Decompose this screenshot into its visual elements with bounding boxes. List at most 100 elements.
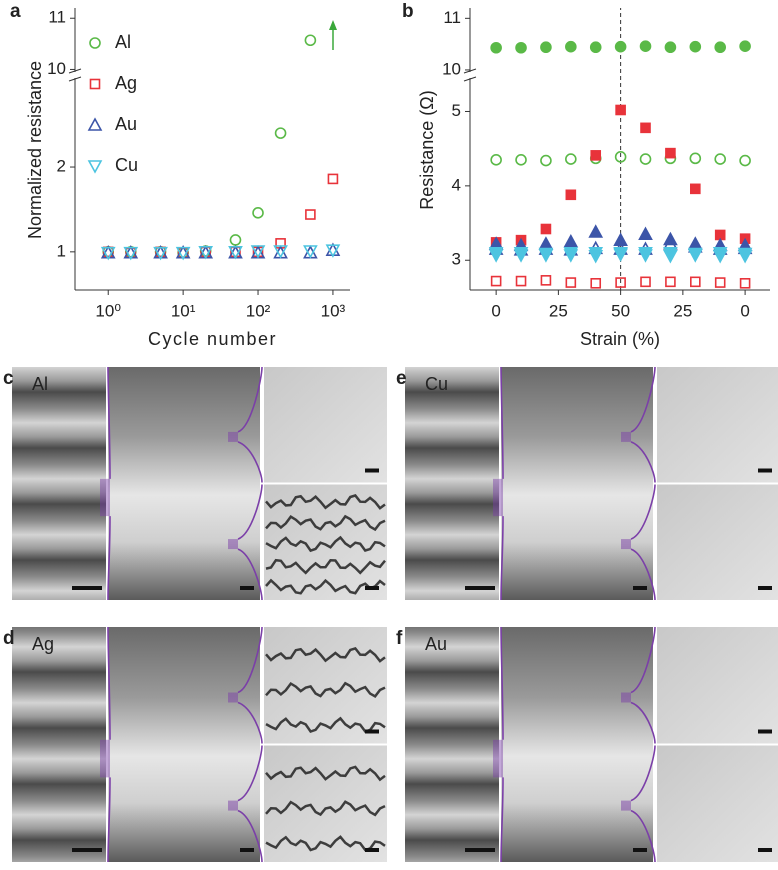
y-tick-label: 10 — [47, 59, 66, 78]
zoom-region — [228, 800, 238, 811]
y-tick-label: 11 — [443, 8, 461, 27]
zoom-curve — [107, 366, 111, 601]
marker — [665, 276, 676, 288]
image-high-mag — [657, 367, 778, 483]
zoom-region — [621, 692, 631, 703]
marker — [613, 248, 628, 262]
y-tick-label: 10 — [442, 59, 461, 78]
marker — [563, 249, 579, 263]
scale-bar — [365, 848, 379, 852]
legend-label: Ag — [115, 73, 137, 93]
marker — [273, 245, 288, 259]
image-high-mag — [657, 745, 778, 862]
image-low-mag — [12, 367, 106, 600]
scale-bar — [72, 848, 102, 852]
image-high-mag — [657, 627, 778, 744]
marker — [714, 41, 727, 54]
marker — [664, 41, 677, 54]
image-low-mag — [405, 367, 499, 600]
panel-letter: b — [402, 1, 414, 22]
scale-bar — [633, 586, 647, 590]
zoom-curve — [237, 366, 263, 483]
marker — [303, 245, 318, 259]
marker — [540, 41, 552, 54]
crack — [265, 514, 386, 532]
zoom-curve — [237, 626, 263, 744]
marker — [540, 275, 552, 286]
marker — [490, 41, 502, 54]
marker — [274, 127, 287, 139]
crack — [265, 800, 386, 817]
marker — [640, 122, 651, 134]
x-tick-label: 10⁰ — [95, 301, 121, 320]
panel-letter: c — [3, 368, 14, 389]
metal-label: Au — [425, 634, 447, 654]
marker — [490, 154, 502, 166]
marker — [665, 147, 676, 159]
zoom-region — [100, 478, 110, 517]
marker — [589, 41, 602, 54]
y-tick-label: 5 — [452, 101, 461, 120]
marker — [615, 104, 626, 116]
y-tick-label: 3 — [452, 250, 461, 269]
marker — [614, 40, 627, 53]
marker — [739, 154, 751, 167]
zoom-region — [228, 431, 238, 442]
panel-letter: d — [3, 628, 15, 649]
scale-bar — [365, 586, 379, 590]
crack — [265, 765, 386, 782]
zoom-region — [621, 539, 631, 550]
marker — [613, 232, 628, 246]
micrograph-panel: e Cu — [396, 366, 778, 601]
marker — [689, 40, 702, 53]
marker — [639, 153, 652, 165]
image-mid-mag — [501, 367, 653, 600]
marker — [515, 41, 527, 54]
x-tick-label: 10² — [246, 301, 271, 320]
marker — [640, 276, 651, 288]
panel-letter: e — [396, 368, 407, 389]
micrograph-panel: f Au — [396, 626, 778, 863]
axis-break — [463, 68, 477, 82]
marker — [198, 246, 214, 260]
crack — [265, 558, 386, 575]
legend-label: Au — [115, 114, 137, 134]
overflow-arrow-head — [329, 20, 337, 30]
marker — [565, 153, 577, 165]
marker — [565, 277, 577, 288]
x-tick-label: 10³ — [321, 301, 346, 320]
marker — [100, 246, 116, 261]
zoom-region — [228, 692, 238, 703]
marker — [712, 249, 728, 264]
y-tick-label: 4 — [452, 175, 461, 194]
marker — [614, 151, 627, 163]
marker — [325, 244, 341, 258]
zoom-region — [100, 739, 110, 778]
micrograph-panel: d Ag — [3, 626, 387, 863]
chart: a 1 2 10 11 10⁰ 10¹ 10² 10³ Cycle number Normalize… — [10, 1, 350, 349]
x-tick-label: 0 — [491, 301, 500, 320]
charts: a 1 2 10 11 10⁰ 10¹ 10² 10³ Cycle number Normalize… — [10, 1, 770, 349]
axis-break — [68, 68, 82, 82]
marker — [639, 40, 652, 52]
zoom-region — [493, 739, 503, 778]
image-mid-mag — [108, 367, 260, 600]
image-low-mag — [12, 627, 106, 862]
marker — [305, 209, 316, 220]
legend-label: Al — [115, 32, 131, 52]
scale-bar — [758, 586, 772, 590]
zoom-region — [493, 478, 503, 517]
scale-bar — [72, 586, 102, 590]
zoom-region — [228, 539, 238, 550]
y-tick-label: 1 — [57, 241, 66, 260]
marker — [588, 249, 604, 264]
marker — [488, 249, 504, 263]
marker — [714, 153, 727, 165]
scale-bar — [240, 586, 254, 590]
marker — [590, 150, 602, 161]
image-mid-mag — [501, 627, 653, 862]
scale-bar — [365, 729, 379, 734]
marker — [638, 226, 653, 241]
marker — [663, 249, 678, 264]
crack — [265, 681, 386, 699]
